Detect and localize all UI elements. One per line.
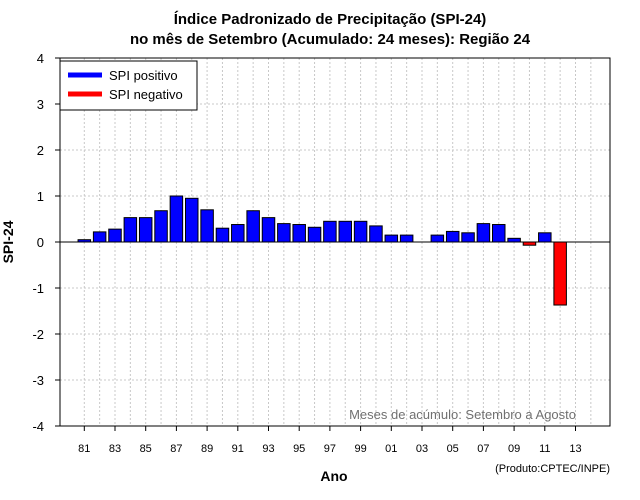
- product-credit: (Produto:CPTEC/INPE): [495, 463, 610, 475]
- bar-88: [185, 197, 199, 243]
- y-tick-label: 3: [37, 97, 44, 112]
- bar-06: [461, 232, 475, 243]
- y-tick-label: 2: [37, 143, 44, 158]
- bar-00: [369, 225, 383, 243]
- bar-12: [553, 241, 567, 306]
- y-tick-label: 0: [37, 235, 44, 250]
- bar-92: [246, 210, 260, 243]
- y-tick-label: 4: [37, 51, 44, 66]
- bar-02: [399, 234, 414, 243]
- x-tick-label: 89: [201, 443, 213, 455]
- x-tick-label: 81: [78, 443, 90, 455]
- bar-87: [169, 195, 184, 243]
- x-tick-label: 03: [416, 443, 428, 455]
- bar-98: [338, 220, 352, 243]
- bar-89: [200, 209, 214, 243]
- x-tick-label: 95: [293, 443, 305, 455]
- bar-94: [277, 223, 291, 243]
- bar-09: [507, 237, 521, 243]
- x-axis: 81 83 85 87 89 91 93 95 97 99 01 03 05 07 09 11 13: [78, 426, 582, 455]
- x-tick-label: 11: [539, 443, 550, 455]
- bar-04: [430, 234, 445, 243]
- accumulation-note: Meses de acúmulo: Setembro a Agosto: [349, 407, 576, 422]
- bar-86: [154, 210, 168, 243]
- bar-07: [476, 223, 491, 243]
- legend-box: [59, 60, 198, 111]
- y-axis: -4 -3 -2 -1 0 1 2 3 4: [32, 51, 60, 434]
- y-axis-label: SPI-24: [0, 220, 16, 263]
- x-axis-label: Ano: [320, 468, 347, 484]
- y-tick-label: -4: [32, 419, 44, 434]
- x-tick-label: 05: [447, 443, 459, 455]
- bar-90: [215, 227, 230, 243]
- x-tick-label: 87: [170, 443, 182, 455]
- bar-08: [492, 224, 506, 243]
- x-tick-label: 07: [477, 443, 489, 455]
- x-tick-label: 83: [109, 443, 121, 455]
- y-tick-label: -1: [32, 281, 44, 296]
- chart-title: Índice Padronizado de Precipitação (SPI-…: [174, 11, 487, 28]
- x-tick-label: 97: [324, 443, 336, 455]
- x-tick-label: 09: [508, 443, 520, 455]
- bar-97: [323, 220, 337, 243]
- x-tick-label: 99: [354, 443, 366, 455]
- x-tick-label: 91: [232, 443, 244, 455]
- bar-83: [108, 228, 122, 243]
- bars: [77, 195, 567, 306]
- legend-negative-label: SPI negativo: [109, 87, 183, 102]
- x-tick-label: 13: [569, 443, 581, 455]
- bar-91: [231, 224, 245, 243]
- legend-positive-label: SPI positivo: [109, 68, 178, 83]
- y-tick-label: -3: [32, 373, 44, 388]
- bar-01: [384, 234, 399, 243]
- bar-11: [538, 232, 552, 243]
- x-tick-label: 93: [262, 443, 274, 455]
- bar-82: [92, 231, 107, 243]
- bar-93: [261, 217, 276, 243]
- y-tick-label: -2: [32, 327, 44, 342]
- bar-84: [123, 217, 138, 243]
- bar-85: [138, 217, 153, 243]
- legend: SPI positivo SPI negativo: [59, 60, 198, 111]
- x-tick-label: 01: [385, 443, 397, 455]
- x-tick-label: 85: [140, 443, 152, 455]
- chart-subtitle: no mês de Setembro (Acumulado: 24 meses)…: [130, 31, 531, 48]
- bar-95: [292, 224, 306, 243]
- bar-05: [445, 230, 460, 243]
- y-tick-label: 1: [37, 189, 44, 204]
- bar-99: [353, 220, 368, 243]
- bar-96: [307, 226, 322, 243]
